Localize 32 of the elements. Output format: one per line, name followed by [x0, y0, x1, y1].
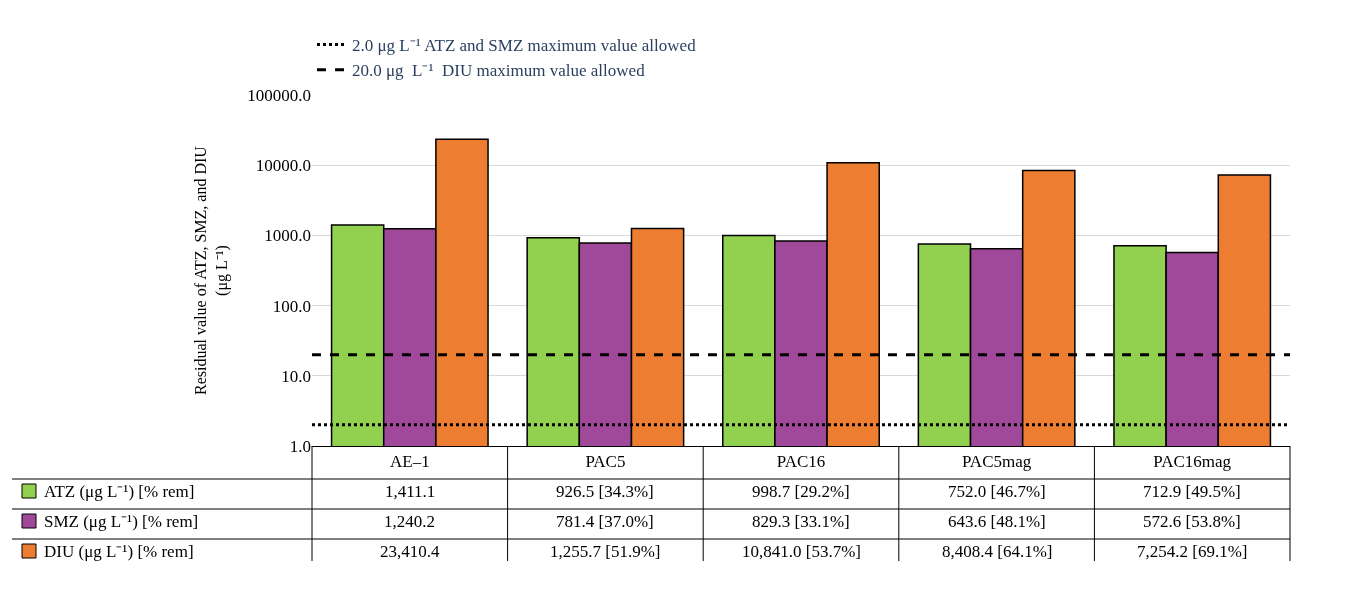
legend-label: SMZ (μg L⁻¹) [% rem]	[44, 512, 199, 531]
legend-label: DIU (μg L⁻¹) [% rem]	[44, 542, 194, 561]
data-label: 752.0 [46.7%]	[948, 482, 1046, 501]
data-label: 926.5 [34.3%]	[556, 482, 654, 501]
data-label: 712.9 [49.5%]	[1143, 482, 1241, 501]
data-label: 1,240.2	[384, 512, 435, 531]
data-label: 1,255.7 [51.9%]	[550, 542, 661, 561]
x-tick-label: PAC5mag	[961, 452, 1032, 472]
x-tick-label: PAC5	[585, 452, 626, 472]
y-tick-label: 100000.0	[247, 85, 311, 105]
y-tick-label: 1000.0	[264, 226, 311, 246]
x-tick-label: AE–1	[389, 452, 430, 472]
y-tick-label: 1.0	[289, 436, 311, 456]
legend-label: ATZ (μg L⁻¹) [% rem]	[44, 482, 195, 501]
x-tick-label: PAC16mag	[1153, 452, 1232, 472]
data-label: 781.4 [37.0%]	[556, 512, 654, 531]
data-label: 23,410.4	[380, 542, 440, 561]
x-tick-label: PAC16	[776, 452, 826, 472]
data-label: 829.3 [33.1%]	[752, 512, 850, 531]
data-label: 8,408.4 [64.1%]	[942, 542, 1053, 561]
y-tick-label: 100.0	[272, 296, 311, 316]
y-tick-label: 10.0	[281, 366, 311, 386]
data-label: 1,411.1	[385, 482, 436, 501]
data-label: 572.6 [53.8%]	[1143, 512, 1241, 531]
data-label: 643.6 [48.1%]	[948, 512, 1046, 531]
data-label: 7,254.2 [69.1%]	[1137, 542, 1248, 561]
y-axis-title: Residual value of ATZ, SMZ, and DIU (μg L⁻¹)	[192, 145, 232, 395]
y-tick-label: 10000.0	[255, 156, 311, 176]
data-label: 998.7 [29.2%]	[752, 482, 850, 501]
legend-label: 2.0 μg L⁻¹ ATZ and SMZ maximum value allowed	[352, 36, 697, 56]
data-label: 10,841.0 [53.7%]	[742, 542, 861, 561]
legend-label: 20.0 μg L⁻¹ DIU maximum value allowed	[352, 61, 646, 81]
